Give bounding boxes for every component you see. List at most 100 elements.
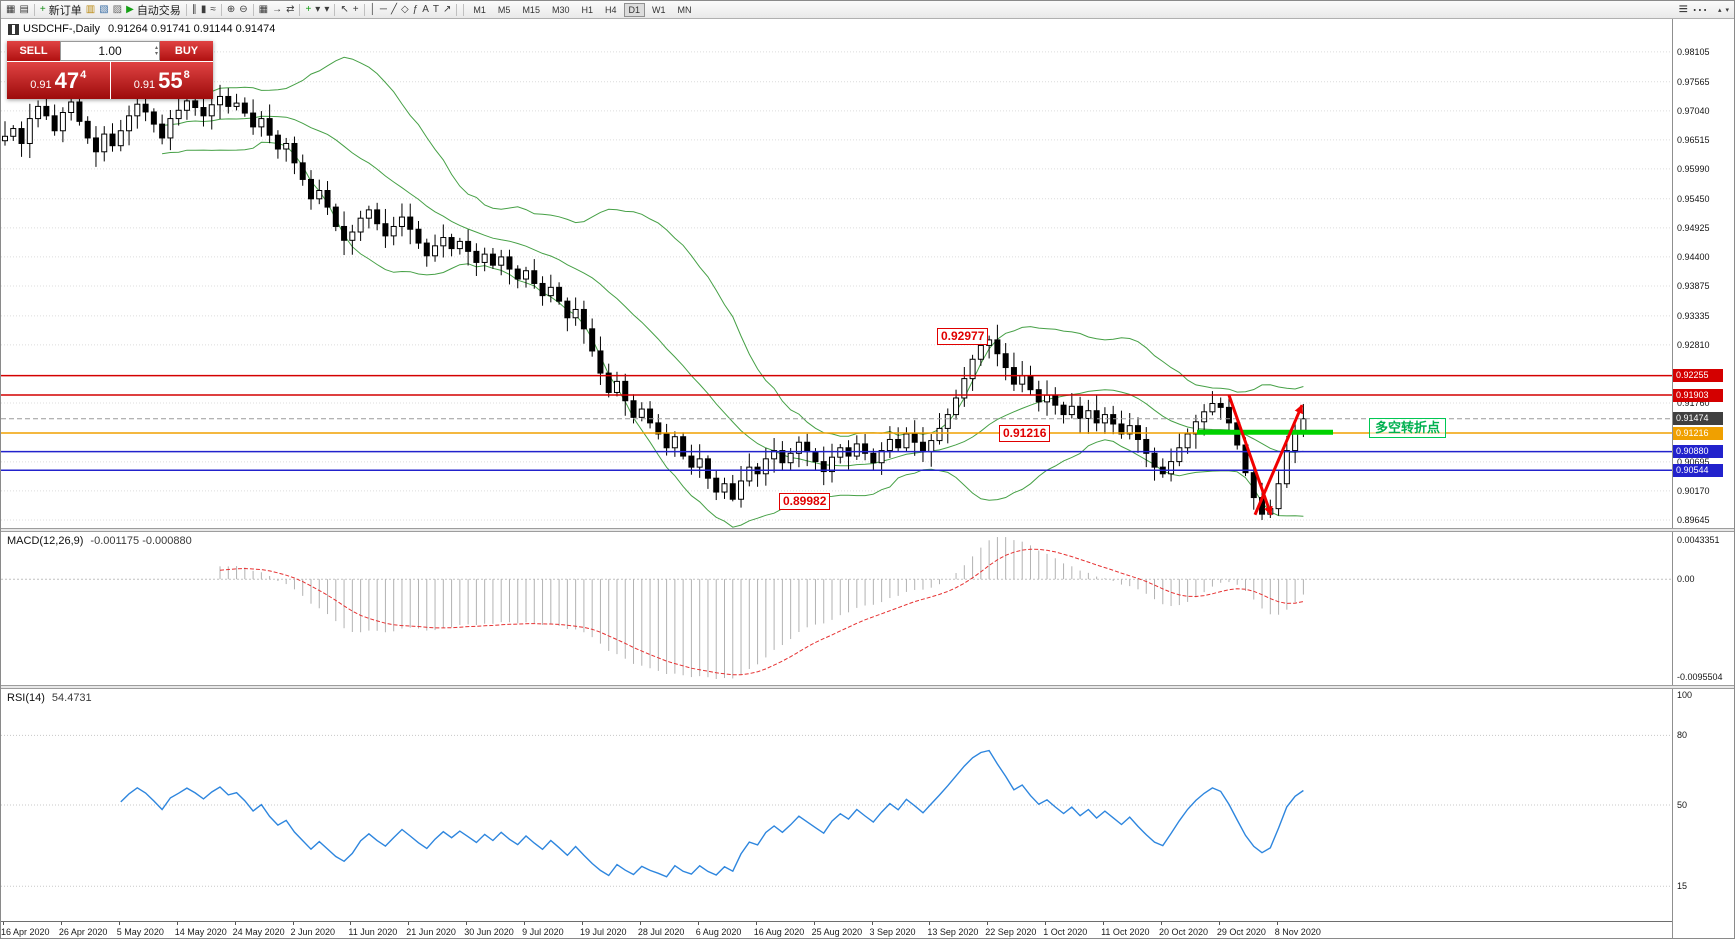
timeframe-h1-button[interactable]: H1 <box>581 4 593 15</box>
text-tool-icon-glyph: A <box>422 3 429 15</box>
toolbar-separator <box>334 3 336 16</box>
macd-axis-label: 0.00 <box>1677 574 1695 585</box>
channel-icon[interactable]: ◇ <box>399 2 411 18</box>
timeframe-w1-button[interactable]: W1 <box>652 4 666 15</box>
periods-dropdown-icon[interactable]: ▾ <box>313 2 322 18</box>
vertical-line-icon[interactable]: │ <box>368 2 378 18</box>
date-tick <box>929 922 931 925</box>
new-order-button[interactable]: + 新订单 <box>38 2 84 18</box>
chart-shift-icon[interactable]: ⇄ <box>284 2 296 18</box>
horizontal-level-lines <box>1 374 1672 471</box>
chart-ohlc-values: 0.91264 0.91741 0.91144 0.91474 <box>108 23 276 35</box>
date-label: 13 Sep 2020 <box>927 927 979 937</box>
date-tick <box>3 922 4 925</box>
sell-label-button[interactable]: SELL <box>7 41 60 61</box>
volume-up-button[interactable]: ▴ <box>154 45 158 51</box>
fibonacci-icon-glyph: ƒ <box>412 3 419 15</box>
trendline-icon[interactable]: ╱ <box>389 2 399 18</box>
date-tick <box>1276 922 1278 925</box>
toolbar-separator <box>252 3 254 16</box>
zoom-out-icon[interactable]: ⊖ <box>237 2 249 18</box>
date-tick <box>813 922 815 925</box>
timeframe-m30-button[interactable]: M30 <box>551 4 570 15</box>
tile-windows-icon-glyph: ▦ <box>258 3 269 15</box>
price-axis-label: 0.97040 <box>1677 105 1710 116</box>
navigator-icon-glyph: ▨ <box>112 3 123 15</box>
date-tick <box>1103 922 1105 925</box>
timeframe-d1-button[interactable]: D1 <box>623 2 646 17</box>
sell-price-button[interactable]: 0.91 47 4 <box>7 62 110 99</box>
date-tick <box>466 922 468 925</box>
timeframe-h4-button[interactable]: H4 <box>604 4 617 15</box>
macd-values: -0.001175 -0.000880 <box>90 535 192 547</box>
rsi-pane-canvas[interactable] <box>1 689 1672 921</box>
buy-label-button[interactable]: BUY <box>160 41 213 61</box>
tile-windows-icon[interactable]: ▦ <box>257 2 270 18</box>
arrows-tool-icon[interactable]: ↗ <box>441 2 453 18</box>
toolbar-scroll-down-button[interactable]: ▾ <box>1725 6 1729 14</box>
one-click-trading-panel: SELL 1.00 ▴ ▾ BUY 0.91 47 4 0.91 55 8 <box>7 41 213 99</box>
data-window-icon-glyph: ▧ <box>99 3 109 15</box>
data-window-icon[interactable]: ▧ <box>97 2 110 18</box>
price-tag: 0.92255 <box>1673 369 1723 383</box>
timeframe-m1-button[interactable]: M1 <box>473 4 486 15</box>
indicators-list-icon-glyph: + <box>305 3 312 15</box>
crosshair-icon[interactable]: + <box>351 2 361 18</box>
toolbar-options-icon[interactable]: ⋯ <box>1691 1 1708 19</box>
line-chart-type-icon[interactable]: ≈ <box>208 2 218 18</box>
date-tick <box>639 922 641 925</box>
date-tick <box>697 922 699 925</box>
volume-steppers: ▴ ▾ <box>155 43 158 59</box>
indicators-list-icon[interactable]: + <box>303 2 313 18</box>
timeframe-mn-button[interactable]: MN <box>677 4 692 15</box>
new-chart-icon[interactable]: ▦ <box>4 2 17 18</box>
navigator-icon[interactable]: ▨ <box>111 2 124 18</box>
rsi-line <box>120 749 1304 878</box>
macd-pane-canvas[interactable] <box>1 532 1672 685</box>
profiles-icon[interactable]: ▤ <box>17 2 30 18</box>
window-list-icon[interactable]: ≡ <box>1678 0 1688 18</box>
price-axis-label: 0.90695 <box>1677 456 1710 467</box>
auto-scroll-icon[interactable]: → <box>270 2 284 18</box>
toolbar-scroll-up-button[interactable]: ▴ <box>1717 6 1722 14</box>
buy-price-button[interactable]: 0.91 55 8 <box>110 62 213 99</box>
timeframe-m15-button[interactable]: M15 <box>522 4 540 15</box>
zoom-in-icon-glyph: ⊕ <box>226 3 236 15</box>
pane-divider-macd[interactable] <box>1 528 1734 532</box>
date-tick <box>234 922 236 925</box>
bar-chart-type-icon[interactable]: ∥ <box>190 2 199 18</box>
candlestick-chart-type-icon[interactable]: ▮ <box>199 2 209 18</box>
toolbar: ▦ ▤ + 新订单 ▥ ▧ ▨ ▶ 自动交易 ∥ ▮ ≈ ⊕ ⊖ ▦ → ⇄ + ▾ ▾ ↖ + │ ─ ╱ ◇ ƒ A T ↗ M1 M5… <box>1 1 1734 19</box>
templates-dropdown-icon[interactable]: ▾ <box>322 2 331 18</box>
price-chart-canvas[interactable] <box>1 19 1672 528</box>
macd-indicator-header: MACD(12,26,9) -0.001175 -0.000880 <box>7 535 192 547</box>
price-axis[interactable]: 0.98105 0.97565 0.97040 0.96515 0.95990 0.954… <box>1672 19 1734 938</box>
macd-axis-label: 0.0043351 <box>1677 535 1720 545</box>
fibonacci-icon[interactable]: ƒ <box>411 2 421 18</box>
rsi-name: RSI(14) <box>7 692 45 704</box>
date-label: 19 Jul 2020 <box>580 927 627 937</box>
time-axis[interactable]: 16 Apr 2020 26 Apr 2020 5 May 2020 14 May 2… <box>1 921 1672 938</box>
zoom-in-icon[interactable]: ⊕ <box>225 2 237 18</box>
pane-divider-rsi[interactable] <box>1 685 1734 689</box>
auto-trading-button[interactable]: ▶ 自动交易 <box>124 2 183 18</box>
toolbar-separator <box>33 3 35 16</box>
toolbar-right-buttons: ≡ ⋯ <box>1677 0 1710 19</box>
market-watch-icon[interactable]: ▥ <box>84 2 97 18</box>
price-axis-label: 0.97565 <box>1677 76 1710 87</box>
volume-down-button[interactable]: ▾ <box>154 51 158 57</box>
horizontal-line-icon[interactable]: ─ <box>378 2 389 18</box>
label-tool-icon[interactable]: T <box>431 2 441 18</box>
date-tick <box>871 922 873 925</box>
text-tool-icon[interactable]: A <box>420 2 431 18</box>
timeframe-m5-button[interactable]: M5 <box>497 4 511 15</box>
rsi-level-lines <box>1 734 1672 887</box>
volume-input[interactable]: 1.00 ▴ ▾ <box>60 41 160 61</box>
candlestick-chart-type-icon-glyph: ▮ <box>200 3 207 15</box>
toolbar-separator <box>220 3 222 16</box>
label-tool-icon-glyph: T <box>432 3 440 15</box>
toolbar-separator <box>363 3 365 16</box>
cursor-icon[interactable]: ↖ <box>338 2 350 18</box>
price-tag: 0.90880 <box>1673 445 1723 459</box>
price-axis-label: 0.96515 <box>1677 134 1710 145</box>
